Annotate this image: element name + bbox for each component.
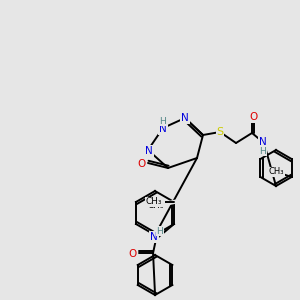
Text: N: N	[145, 146, 153, 156]
Text: O: O	[128, 249, 136, 259]
Text: N: N	[159, 124, 167, 134]
Text: N: N	[150, 232, 158, 242]
Text: O: O	[137, 159, 145, 169]
Text: CH₃: CH₃	[148, 202, 164, 211]
Text: H: H	[160, 116, 167, 125]
Text: N: N	[259, 137, 267, 147]
Text: CH₃: CH₃	[146, 197, 162, 206]
Text: O: O	[249, 112, 257, 122]
Text: S: S	[216, 127, 224, 137]
Text: CH₃: CH₃	[269, 167, 284, 176]
Text: H: H	[157, 226, 164, 236]
Text: N: N	[181, 113, 189, 123]
Text: H: H	[260, 146, 266, 155]
